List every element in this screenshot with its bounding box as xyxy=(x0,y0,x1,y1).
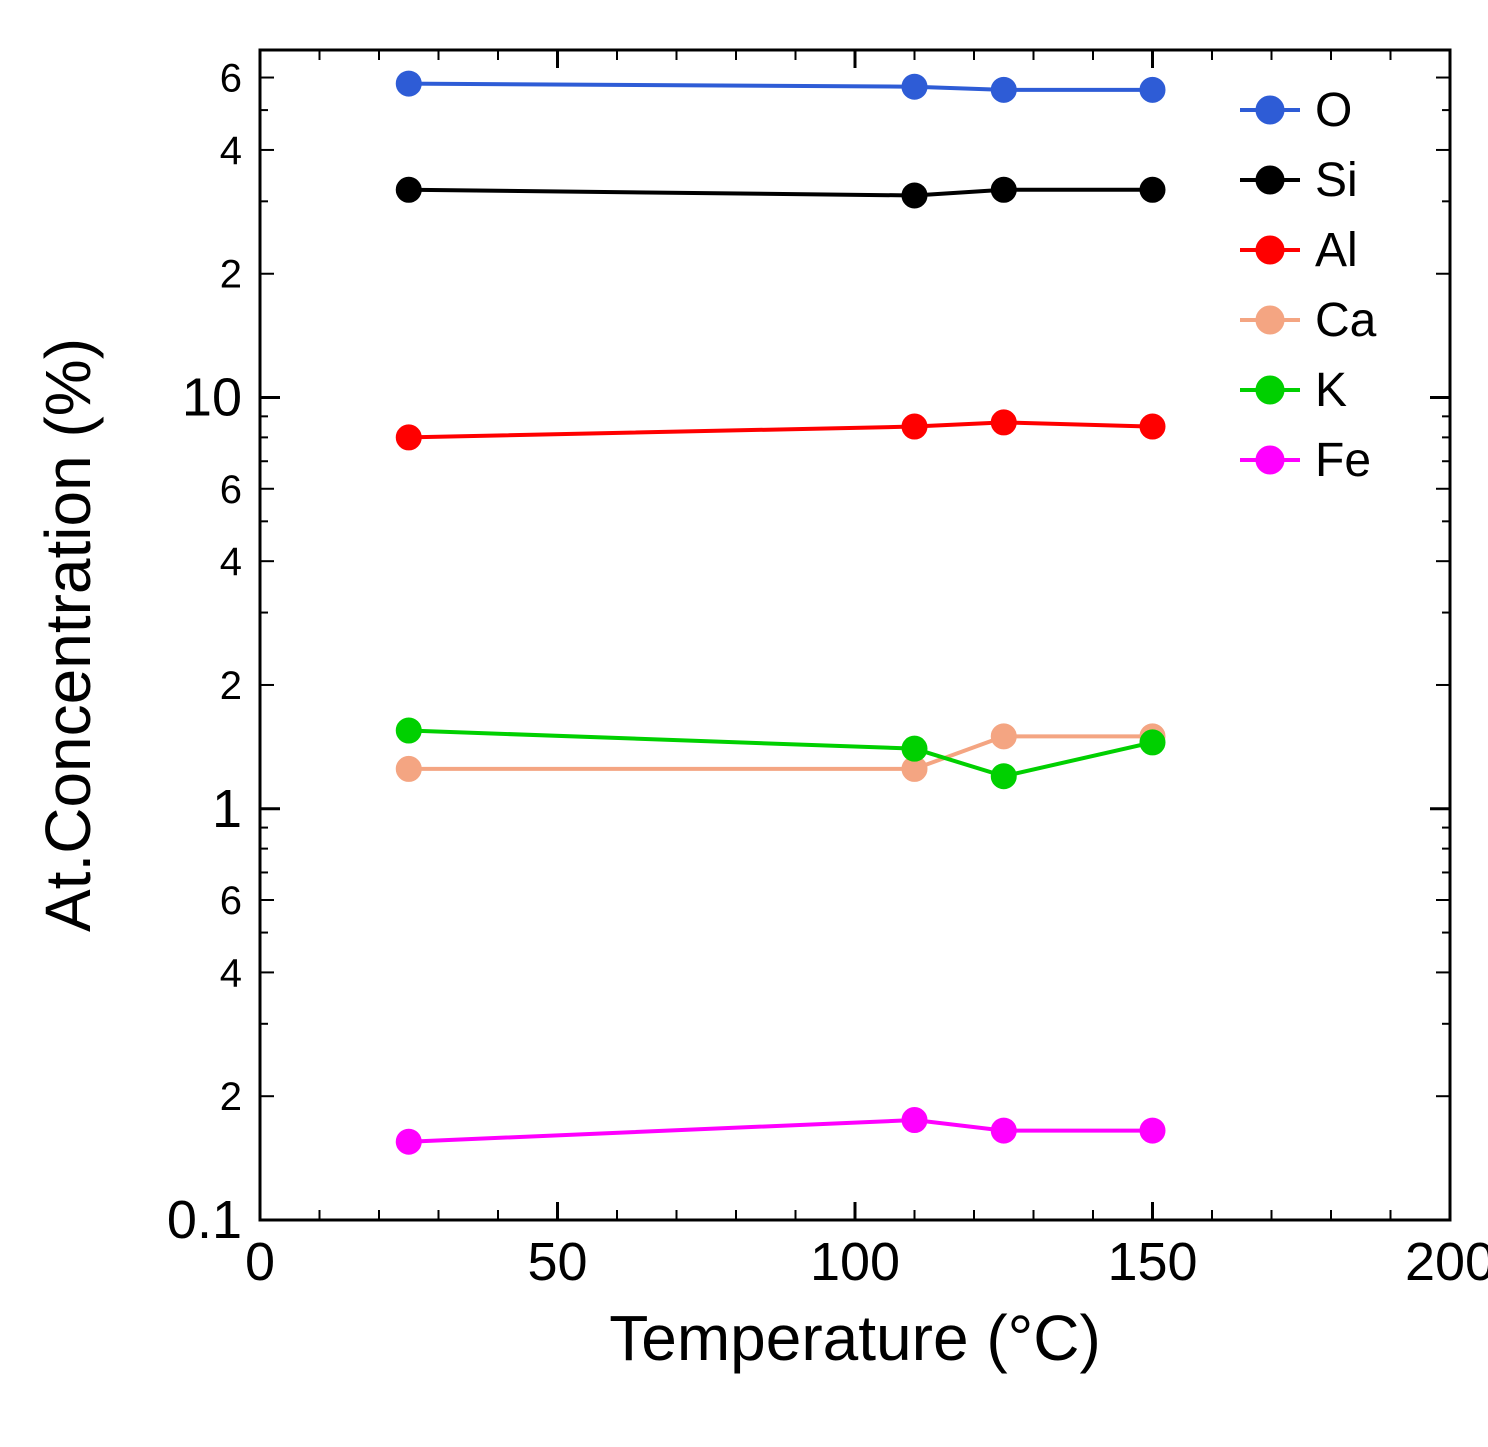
y-axis-title: At.Concentration (%) xyxy=(32,338,104,932)
legend-label-O: O xyxy=(1315,84,1352,137)
series-marker-Si xyxy=(992,178,1016,202)
y-tick-sublabel: 4 xyxy=(220,129,242,173)
legend-marker-Si xyxy=(1256,166,1284,194)
series-marker-Fe xyxy=(903,1108,927,1132)
legend-marker-Fe xyxy=(1256,446,1284,474)
legend-label-Fe: Fe xyxy=(1315,434,1371,487)
series-marker-O xyxy=(903,75,927,99)
y-tick-label: 0.1 xyxy=(167,1190,242,1250)
y-tick-sublabel: 2 xyxy=(220,253,242,297)
y-tick-sublabel: 6 xyxy=(220,879,242,923)
y-tick-sublabel: 2 xyxy=(220,1075,242,1119)
legend-label-Si: Si xyxy=(1315,154,1358,207)
chart-container: 0 50 100 150 200 0.1 1 10 2 4 6 2 4 6 2 4 6 Temperature (… xyxy=(20,20,1488,1427)
legend-label-Al: Al xyxy=(1315,224,1358,277)
legend-marker-O xyxy=(1256,96,1284,124)
y-tick-label: 1 xyxy=(212,779,242,839)
series-marker-Al xyxy=(992,410,1016,434)
series-marker-O xyxy=(397,72,421,96)
series-marker-O xyxy=(992,78,1016,102)
series-marker-Al xyxy=(397,425,421,449)
x-tick-label: 150 xyxy=(1107,1232,1197,1292)
series-marker-O xyxy=(1141,78,1165,102)
x-tick-label: 100 xyxy=(810,1232,900,1292)
series-marker-K xyxy=(903,737,927,761)
series-marker-K xyxy=(397,718,421,742)
y-tick-sublabel: 6 xyxy=(220,57,242,101)
legend-marker-K xyxy=(1256,376,1284,404)
y-tick-sublabel: 6 xyxy=(220,468,242,512)
series-marker-K xyxy=(992,764,1016,788)
legend-marker-Ca xyxy=(1256,306,1284,334)
y-tick-sublabel: 4 xyxy=(220,540,242,584)
series-marker-Ca xyxy=(397,757,421,781)
series-marker-Si xyxy=(903,183,927,207)
legend-label-K: K xyxy=(1315,364,1347,417)
concentration-chart: 0 50 100 150 200 0.1 1 10 2 4 6 2 4 6 2 4 6 Temperature (… xyxy=(20,20,1488,1427)
series-marker-K xyxy=(1141,730,1165,754)
y-tick-sublabel: 4 xyxy=(220,951,242,995)
series-marker-Al xyxy=(1141,415,1165,439)
x-tick-label: 50 xyxy=(527,1232,587,1292)
series-marker-Fe xyxy=(992,1119,1016,1143)
legend-label-Ca: Ca xyxy=(1315,294,1377,347)
series-marker-Fe xyxy=(397,1130,421,1154)
series-marker-Si xyxy=(1141,178,1165,202)
series-marker-Fe xyxy=(1141,1119,1165,1143)
y-tick-label: 10 xyxy=(182,368,242,428)
x-tick-label: 200 xyxy=(1405,1232,1488,1292)
series-marker-Ca xyxy=(992,724,1016,748)
x-axis-title: Temperature (°C) xyxy=(609,1302,1101,1374)
x-tick-label: 0 xyxy=(245,1232,275,1292)
series-marker-Al xyxy=(903,415,927,439)
series-marker-Si xyxy=(397,178,421,202)
legend-marker-Al xyxy=(1256,236,1284,264)
y-tick-sublabel: 2 xyxy=(220,664,242,708)
